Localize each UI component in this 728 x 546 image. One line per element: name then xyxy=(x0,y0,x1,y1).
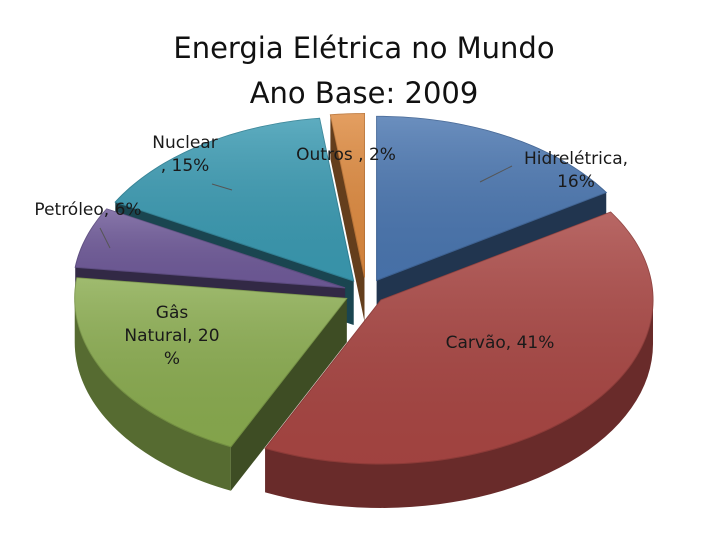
label-gas-natural-line-1: Gâs xyxy=(156,303,189,323)
leader-hidreletrica xyxy=(479,165,513,183)
slice-side-gas-natural-cut xyxy=(230,298,347,491)
slice-nuclear-highlight xyxy=(115,118,354,282)
chart-title-line-1: Energia Elétrica no Mundo xyxy=(173,31,554,65)
label-gas-natural-line-3: % xyxy=(164,349,180,369)
label-outros-line-1: Outros , 2% xyxy=(296,145,396,165)
label-carvao: Carvão, 41% xyxy=(446,333,555,353)
label-petroleo-line-1: Petróleo, 6% xyxy=(34,200,141,220)
label-petroleo: Petróleo, 6% xyxy=(34,200,141,220)
slice-labels: Hidrelétrica, 16% Carvão, 41% Gâs Natural, 2… xyxy=(34,133,628,369)
label-nuclear-line-2: , 15% xyxy=(161,156,210,176)
slice-side-gas-natural xyxy=(74,298,231,491)
slice-petroleo-highlight xyxy=(75,208,346,288)
label-hidreletrica-line-2: 16% xyxy=(557,172,595,192)
leader-nuclear xyxy=(211,183,233,191)
label-gas-natural-line-2: Natural, 20 xyxy=(124,326,219,346)
slice-side-outros-cut xyxy=(330,114,365,322)
label-gas-natural: Gâs Natural, 20% xyxy=(124,303,219,369)
leader-lines xyxy=(99,165,513,249)
label-hidreletrica: Hidrelétrica, 16% xyxy=(524,149,628,192)
leader-petroleo xyxy=(99,227,111,249)
label-nuclear-line-1: Nuclear xyxy=(152,133,217,153)
label-outros: Outros , 2% xyxy=(296,145,396,165)
label-nuclear: Nuclear , 15% xyxy=(152,133,217,176)
slice-outros-highlight xyxy=(330,113,365,278)
pie-slices xyxy=(74,113,654,508)
slice-gas-natural-highlight xyxy=(74,277,347,447)
slice-hidreletrica-highlight xyxy=(376,116,607,281)
slice-side-carvao xyxy=(265,299,654,508)
label-hidreletrica-line-1: Hidrelétrica, xyxy=(524,149,628,169)
chart-title-line-2: Ano Base: 2009 xyxy=(250,76,479,110)
label-carvao-line-1: Carvão, 41% xyxy=(446,333,555,353)
slice-carvao-highlight xyxy=(265,212,653,464)
